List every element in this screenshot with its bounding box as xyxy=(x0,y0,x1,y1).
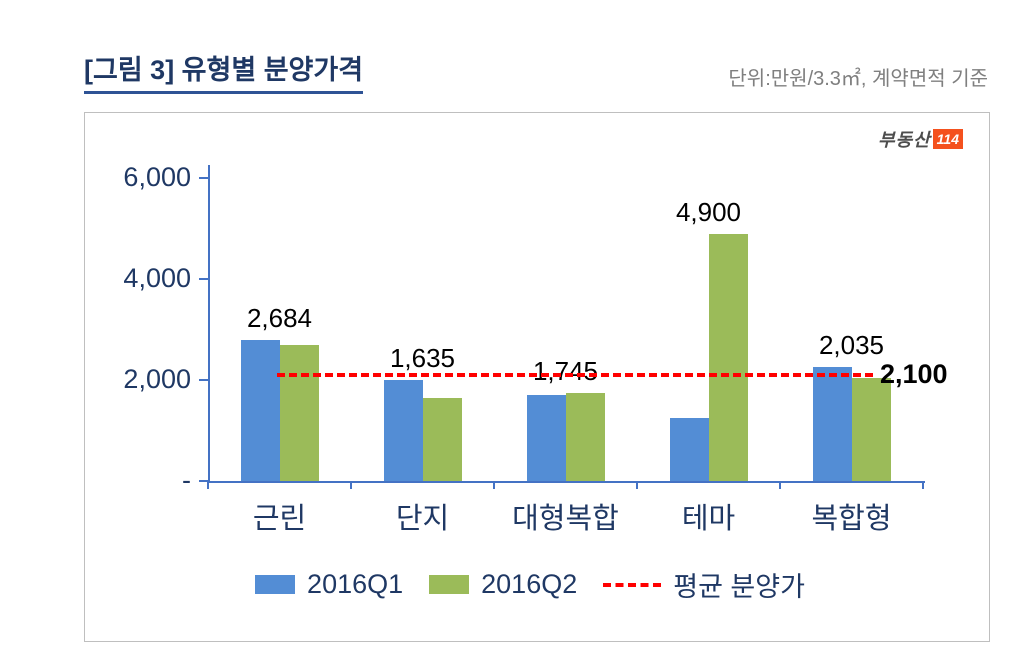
x-tick-mark xyxy=(922,481,924,489)
unit-note: 단위:만원/3.3㎡, 계약면적 기준 xyxy=(728,68,988,90)
bar-value-label: 2,035 xyxy=(818,330,885,361)
y-tick-mark xyxy=(199,177,208,179)
category-label: 대형복합 xyxy=(512,503,619,535)
bar-2016q1-1 xyxy=(240,339,280,481)
legend-dash-avg xyxy=(603,582,662,587)
legend-swatch-2016q1 xyxy=(255,575,296,594)
legend-label-2016q2: 2016Q2 xyxy=(481,569,578,599)
brand-logo-text: 부동산 xyxy=(877,130,931,150)
legend-swatch-2016q2 xyxy=(429,575,470,594)
bar-2016q2-4 xyxy=(708,233,748,481)
bar-2016q1-3 xyxy=(526,395,566,481)
y-tick-mark xyxy=(199,379,208,381)
plot-area: - 2,000 4,000 6,000 2,684 근린 1,635 단지 1,745 대형복합 4… xyxy=(85,113,989,641)
x-tick-mark xyxy=(493,481,495,489)
bar-2016q2-5 xyxy=(851,378,891,481)
bar-value-label: 2,684 xyxy=(246,302,313,333)
x-tick-mark xyxy=(636,481,638,489)
bar-value-label: 1,635 xyxy=(389,343,456,373)
average-line xyxy=(277,372,873,377)
bar-2016q2-1 xyxy=(279,345,319,481)
y-axis-line xyxy=(208,165,210,483)
bar-2016q1-4 xyxy=(669,417,709,481)
bar-value-label: 1,745 xyxy=(532,355,599,386)
x-tick-mark xyxy=(350,481,352,489)
figure-title: [그림 3] 유형별 분양가격 xyxy=(84,48,364,94)
x-tick-mark xyxy=(207,481,209,489)
bar-2016q1-5 xyxy=(812,367,852,481)
chart-frame: 부동산 114 - 2,000 4,000 6,000 2,684 근린 1,635 단지 1,… xyxy=(84,112,990,642)
brand-logo-badge: 114 xyxy=(932,129,963,149)
x-axis-line xyxy=(208,481,925,483)
y-tick-label: - xyxy=(182,465,191,495)
y-tick-mark xyxy=(199,278,208,280)
legend-label-2016q1: 2016Q1 xyxy=(307,569,404,599)
y-tick-label: 4,000 xyxy=(123,263,191,293)
bar-2016q1-2 xyxy=(383,380,423,481)
average-line-label: 2,100 xyxy=(880,358,948,389)
x-tick-mark xyxy=(779,481,781,489)
legend-label-avg: 평균 분양가 xyxy=(673,572,805,602)
category-label: 근린 xyxy=(252,503,307,535)
legend: 2016Q1 2016Q2 평균 분양가 xyxy=(85,565,989,604)
bar-2016q2-3 xyxy=(565,392,605,481)
category-label: 단지 xyxy=(395,503,450,535)
category-label: 복합형 xyxy=(811,503,892,535)
category-label: 테마 xyxy=(681,503,736,535)
y-tick-mark xyxy=(199,480,208,482)
y-tick-label: 6,000 xyxy=(123,162,191,192)
bar-value-label: 4,900 xyxy=(675,196,742,227)
brand-logo: 부동산 114 xyxy=(878,126,963,152)
y-tick-label: 2,000 xyxy=(123,364,191,394)
bar-2016q2-2 xyxy=(422,398,462,481)
